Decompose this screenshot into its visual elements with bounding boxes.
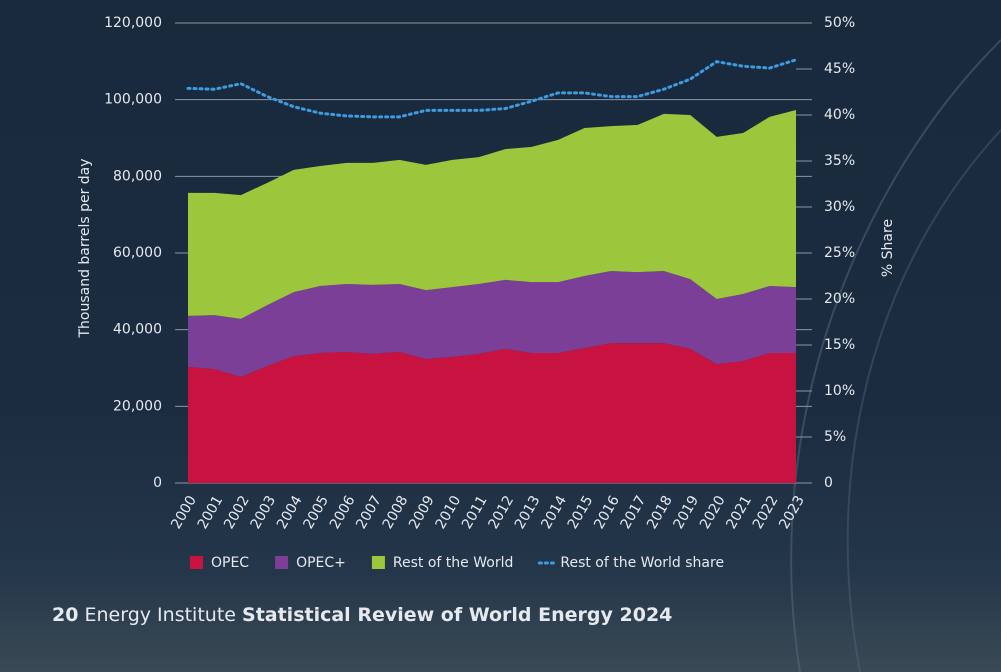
x-tick-label: 2003 — [248, 493, 280, 532]
x-tick-label: 2009 — [406, 493, 438, 532]
y2-tick-label: 10% — [824, 383, 855, 399]
x-tick-label: 2007 — [353, 493, 385, 532]
y2-tick-label: 35% — [824, 153, 855, 169]
x-tick-label: 2016 — [591, 493, 623, 532]
y2-tick-label: 20% — [824, 291, 855, 307]
share-line — [186, 58, 798, 119]
x-tick-label: 2019 — [671, 493, 703, 532]
y2-tick-label: 45% — [824, 61, 855, 77]
x-tick-label: 2006 — [327, 493, 359, 532]
area — [188, 343, 796, 483]
y-tick-label: 40,000 — [113, 322, 162, 338]
x-tick-label: 2011 — [459, 493, 491, 532]
y2-tick-label: 40% — [824, 107, 855, 123]
y-tick-label: 20,000 — [113, 398, 162, 414]
legend-label: OPEC+ — [296, 555, 346, 571]
area — [188, 271, 796, 377]
x-tick-label: 2013 — [512, 493, 544, 532]
x-tick-label: 2021 — [723, 493, 755, 532]
x-tick-label: 2005 — [300, 493, 332, 532]
x-tick-label: 2010 — [433, 493, 465, 532]
x-tick-label: 2023 — [776, 493, 808, 532]
y-tick-label: 120,000 — [104, 15, 162, 31]
legend-swatch — [275, 556, 289, 569]
footer: 20 Energy Institute Statistical Review o… — [52, 604, 672, 626]
x-tick-label: 2015 — [565, 493, 597, 532]
publisher: Energy Institute — [85, 604, 236, 626]
y-tick-label: 60,000 — [113, 245, 162, 261]
y-tick-label: 0 — [153, 475, 162, 491]
report-title: Statistical Review of World Energy 2024 — [242, 604, 672, 626]
area — [188, 110, 796, 319]
y2-tick-label: 15% — [824, 337, 855, 353]
x-tick-label: 2018 — [644, 493, 676, 532]
legend-swatch — [371, 556, 385, 569]
y-tick-label: 80,000 — [113, 168, 162, 184]
x-tick-label: 2022 — [750, 493, 782, 532]
x-tick-label: 2008 — [380, 493, 412, 532]
decor-arc — [790, 39, 1001, 672]
legend-swatch — [190, 556, 203, 569]
y-axis-title: Thousand barrels per day — [77, 158, 93, 338]
legend-label: Rest of the World — [393, 555, 513, 571]
y2-tick-label: 0 — [824, 475, 833, 491]
y2-tick-label: 5% — [824, 429, 846, 445]
x-tick-label: 2001 — [195, 493, 227, 532]
y2-tick-label: 50% — [824, 15, 855, 31]
x-tick-label: 2020 — [697, 493, 729, 532]
x-tick-label: 2017 — [618, 493, 650, 532]
x-tick-label: 2002 — [221, 493, 253, 532]
x-tick-label: 2004 — [274, 493, 306, 532]
plot: 0 20,000 40,000 60,000 80,000 100,000 120,000 0… — [104, 15, 855, 571]
decor-arc — [846, 129, 1001, 672]
y2-tick-label: 30% — [824, 199, 855, 215]
x-tick-label: 2014 — [538, 493, 570, 532]
legend-label: Rest of the World share — [560, 555, 724, 571]
y2-tick-label: 25% — [824, 245, 855, 261]
y-tick-label: 100,000 — [104, 92, 162, 108]
x-tick-label: 2000 — [168, 493, 200, 532]
y2-axis-title: % Share — [880, 219, 896, 277]
x-tick-label: 2012 — [485, 493, 517, 532]
legend-label: OPEC — [211, 555, 249, 571]
page-number: 20 — [52, 604, 78, 626]
